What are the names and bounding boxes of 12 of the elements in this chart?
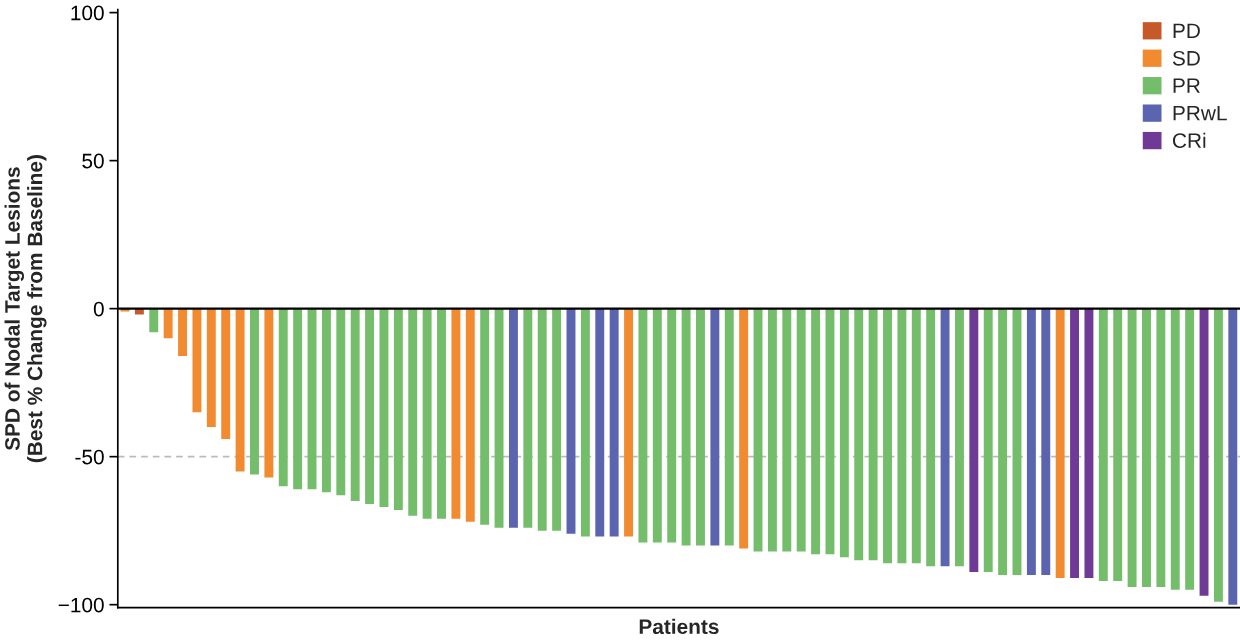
y-axis-title: SPD of Nodal Target Lesions (Best % Change from Baseline) bbox=[4, 155, 47, 463]
y-tick-label: 0 bbox=[93, 301, 104, 317]
legend-label: PR bbox=[1173, 78, 1200, 93]
legend-label: SD bbox=[1172, 50, 1200, 66]
y-tick-label: 50 bbox=[82, 153, 104, 169]
legend-label: CRi bbox=[1172, 132, 1206, 148]
y-tick-label: 100 bbox=[71, 5, 104, 21]
legend-label: PRwL bbox=[1173, 105, 1227, 121]
legend-label: PD bbox=[1173, 23, 1200, 38]
y-tick-label: −100 bbox=[58, 597, 104, 613]
y-tick-label: -50 bbox=[75, 449, 104, 465]
x-axis-title: Patients bbox=[639, 618, 719, 635]
